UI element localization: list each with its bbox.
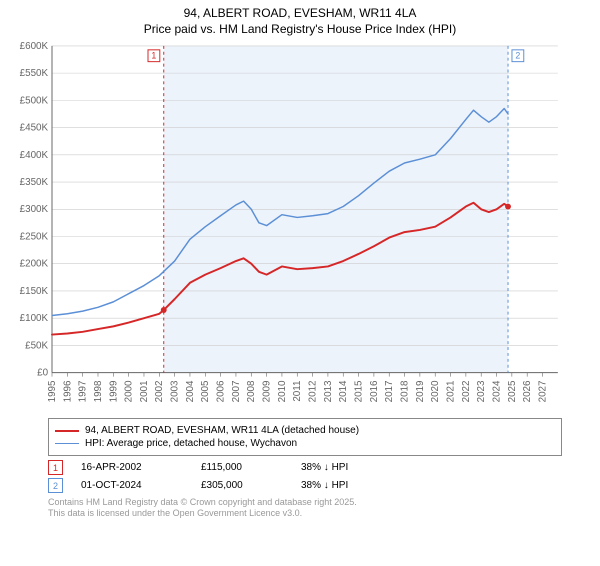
svg-text:2012: 2012 [308, 381, 319, 403]
svg-text:2021: 2021 [445, 381, 456, 403]
svg-text:2003: 2003 [170, 380, 181, 402]
svg-text:2013: 2013 [323, 380, 334, 402]
svg-text:1997: 1997 [78, 381, 89, 403]
marker-row: 1 16-APR-2002 £115,000 38% ↓ HPI [48, 460, 562, 475]
svg-text:1: 1 [151, 51, 156, 61]
legend-swatch-price-paid [55, 430, 79, 432]
svg-text:£50K: £50K [25, 340, 48, 351]
svg-text:2027: 2027 [537, 381, 548, 403]
svg-text:2025: 2025 [507, 380, 518, 402]
chart-title-line1: 94, ALBERT ROAD, EVESHAM, WR11 4LA [0, 6, 600, 20]
svg-text:£0: £0 [37, 368, 48, 379]
svg-text:2020: 2020 [430, 380, 441, 402]
svg-text:£100K: £100K [20, 313, 49, 324]
svg-text:2015: 2015 [354, 380, 365, 402]
svg-text:2016: 2016 [369, 380, 380, 402]
svg-text:2011: 2011 [292, 381, 303, 402]
svg-text:£500K: £500K [20, 95, 49, 106]
svg-text:2006: 2006 [216, 380, 227, 402]
svg-text:2009: 2009 [262, 381, 273, 403]
marker-row: 2 01-OCT-2024 £305,000 38% ↓ HPI [48, 478, 562, 493]
marker-chip-1: 1 [48, 460, 63, 475]
svg-text:2026: 2026 [522, 380, 533, 402]
svg-text:£200K: £200K [20, 259, 49, 270]
marker-compare: 38% ↓ HPI [301, 462, 348, 473]
svg-text:£450K: £450K [20, 123, 49, 134]
legend-label: 94, ALBERT ROAD, EVESHAM, WR11 4LA (deta… [85, 425, 359, 436]
svg-text:2005: 2005 [200, 380, 211, 402]
footer-line1: Contains HM Land Registry data © Crown c… [48, 497, 590, 508]
marker-compare: 38% ↓ HPI [301, 480, 348, 491]
svg-text:2001: 2001 [139, 381, 150, 403]
legend-item: 94, ALBERT ROAD, EVESHAM, WR11 4LA (deta… [55, 425, 555, 436]
svg-text:2014: 2014 [338, 380, 349, 402]
svg-text:2010: 2010 [277, 380, 288, 402]
svg-text:£300K: £300K [20, 204, 49, 215]
svg-text:2002: 2002 [154, 381, 165, 403]
svg-text:2007: 2007 [231, 381, 242, 403]
svg-text:1998: 1998 [93, 380, 104, 402]
marker-table: 1 16-APR-2002 £115,000 38% ↓ HPI 2 01-OC… [48, 460, 562, 493]
marker-chip-2: 2 [48, 478, 63, 493]
legend-label: HPI: Average price, detached house, Wych… [85, 438, 297, 449]
svg-text:£150K: £150K [20, 286, 49, 297]
svg-text:£250K: £250K [20, 231, 49, 242]
svg-text:2023: 2023 [476, 380, 487, 402]
svg-text:2024: 2024 [491, 380, 502, 402]
legend: 94, ALBERT ROAD, EVESHAM, WR11 4LA (deta… [48, 418, 562, 456]
svg-text:2018: 2018 [400, 380, 411, 402]
marker-date: 16-APR-2002 [81, 462, 201, 473]
marker-date: 01-OCT-2024 [81, 480, 201, 491]
marker-price: £305,000 [201, 480, 301, 491]
svg-text:1995: 1995 [47, 380, 58, 402]
svg-text:2022: 2022 [461, 381, 472, 403]
svg-text:2017: 2017 [384, 381, 395, 403]
marker-price: £115,000 [201, 462, 301, 473]
line-chart-svg: £0 £50K £100K £150K £200K £250K £300K £350K £400… [0, 40, 600, 412]
svg-text:£600K: £600K [20, 41, 49, 52]
svg-text:2008: 2008 [246, 380, 257, 402]
legend-item: HPI: Average price, detached house, Wych… [55, 438, 555, 449]
svg-text:£550K: £550K [20, 68, 49, 79]
svg-text:2000: 2000 [124, 380, 135, 402]
svg-text:£400K: £400K [20, 150, 49, 161]
svg-text:£350K: £350K [20, 177, 49, 188]
svg-text:2: 2 [515, 51, 520, 61]
svg-text:1996: 1996 [62, 380, 73, 402]
svg-text:2019: 2019 [415, 381, 426, 403]
footer-line2: This data is licensed under the Open Gov… [48, 508, 590, 519]
legend-swatch-hpi [55, 443, 79, 445]
svg-text:2004: 2004 [185, 380, 196, 402]
chart-area: £0 £50K £100K £150K £200K £250K £300K £350K £400… [0, 40, 600, 412]
footer: Contains HM Land Registry data © Crown c… [48, 497, 590, 520]
chart-title-line2: Price paid vs. HM Land Registry's House … [0, 22, 600, 36]
svg-text:1999: 1999 [108, 381, 119, 403]
